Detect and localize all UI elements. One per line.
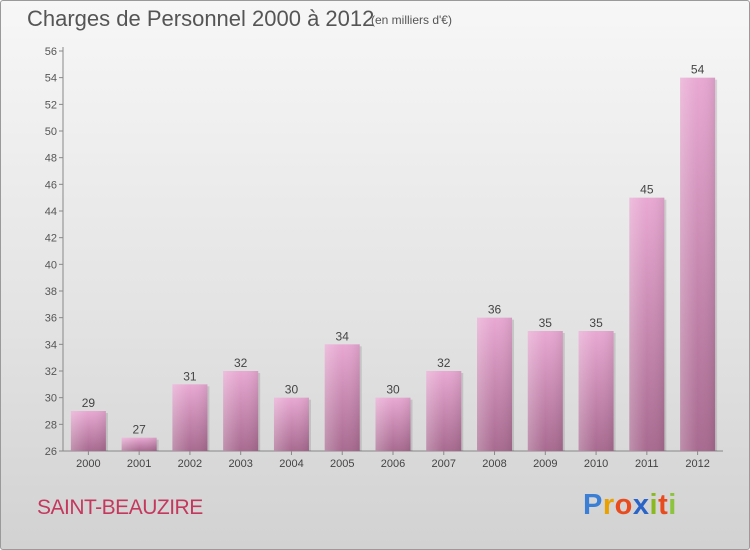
y-tick-label: 40 [45,259,57,271]
bar-highlight [172,384,208,451]
y-tick-label: 48 [45,153,57,165]
proxiti-logo: Proxiti [583,489,677,522]
bar-highlight [477,317,513,451]
bar-highlight [121,437,157,451]
value-label-2006: 30 [386,383,400,397]
value-label-2002: 31 [183,369,197,383]
value-label-2011: 45 [640,183,654,197]
x-tick-label-2010: 2010 [584,458,608,470]
y-tick-label: 54 [45,73,57,85]
logo-letter: o [614,489,633,521]
value-label-2001: 27 [132,423,146,437]
logo-letter: i [649,489,659,521]
bar-highlight [426,371,462,451]
bar-highlight [273,397,309,451]
chart-axes: 26 28 30 32 34 36 38 40 42 44 46 48 50 52 54 56 2000 2001… [45,46,723,470]
x-tick-label-2012: 2012 [685,458,709,470]
y-tick-label: 44 [45,206,57,218]
y-tick-label: 56 [45,46,57,58]
value-labels-group: 29 27 31 32 30 34 30 32 36 35 35 45 54 [82,63,705,437]
y-tick-label: 30 [45,393,57,405]
x-tick-label-2011: 2011 [635,458,659,470]
logo-letter: P [583,489,603,521]
bar-highlight [680,77,716,452]
logo-letter: i [668,489,677,521]
bar-highlight [578,331,614,451]
bar-highlight [527,331,563,451]
bar-highlight [375,397,411,451]
x-tick-label-2000: 2000 [76,458,100,470]
chart-title: Charges de Personnel 2000 à 2012 [27,6,375,31]
value-label-2003: 32 [234,356,248,370]
y-tick-label: 42 [45,233,57,245]
y-tick-label: 28 [45,419,57,431]
y-tick-label: 36 [45,313,57,325]
x-tick-label-2005: 2005 [330,458,354,470]
x-tick-label-2001: 2001 [127,458,151,470]
value-label-2010: 35 [589,316,603,330]
y-tick-label: 34 [45,339,57,351]
x-tick-label-2002: 2002 [178,458,202,470]
x-tick-label-2008: 2008 [482,458,506,470]
bar-highlight [629,197,665,451]
x-tick-label-2007: 2007 [432,458,456,470]
bars-group [70,77,718,452]
value-label-2004: 30 [285,383,299,397]
chart-subtitle: (en milliers d'€) [371,13,452,27]
x-tick-label-2006: 2006 [381,458,405,470]
value-label-2005: 34 [336,329,350,343]
y-tick-label: 32 [45,366,57,378]
x-tick-label-2003: 2003 [228,458,252,470]
logo-letter: x [632,489,650,521]
y-tick-label: 38 [45,286,57,298]
value-label-2009: 35 [539,316,553,330]
value-label-2007: 32 [437,356,451,370]
value-label-2012: 54 [691,63,705,77]
y-tick-label: 46 [45,179,57,191]
value-label-2008: 36 [488,303,502,317]
bar-highlight [223,371,259,451]
y-tick-label: 50 [45,126,57,138]
logo-letter: r [602,489,615,521]
commune-name: SAINT-BEAUZIRE [37,496,203,519]
bar-highlight [70,411,106,451]
x-tick-label-2009: 2009 [533,458,557,470]
y-tick-label: 26 [45,446,57,458]
logo-letter: t [658,489,669,521]
bar-highlight [324,344,360,451]
x-tick-label-2004: 2004 [279,458,303,470]
value-label-2000: 29 [82,396,96,410]
y-tick-label: 52 [45,99,57,111]
